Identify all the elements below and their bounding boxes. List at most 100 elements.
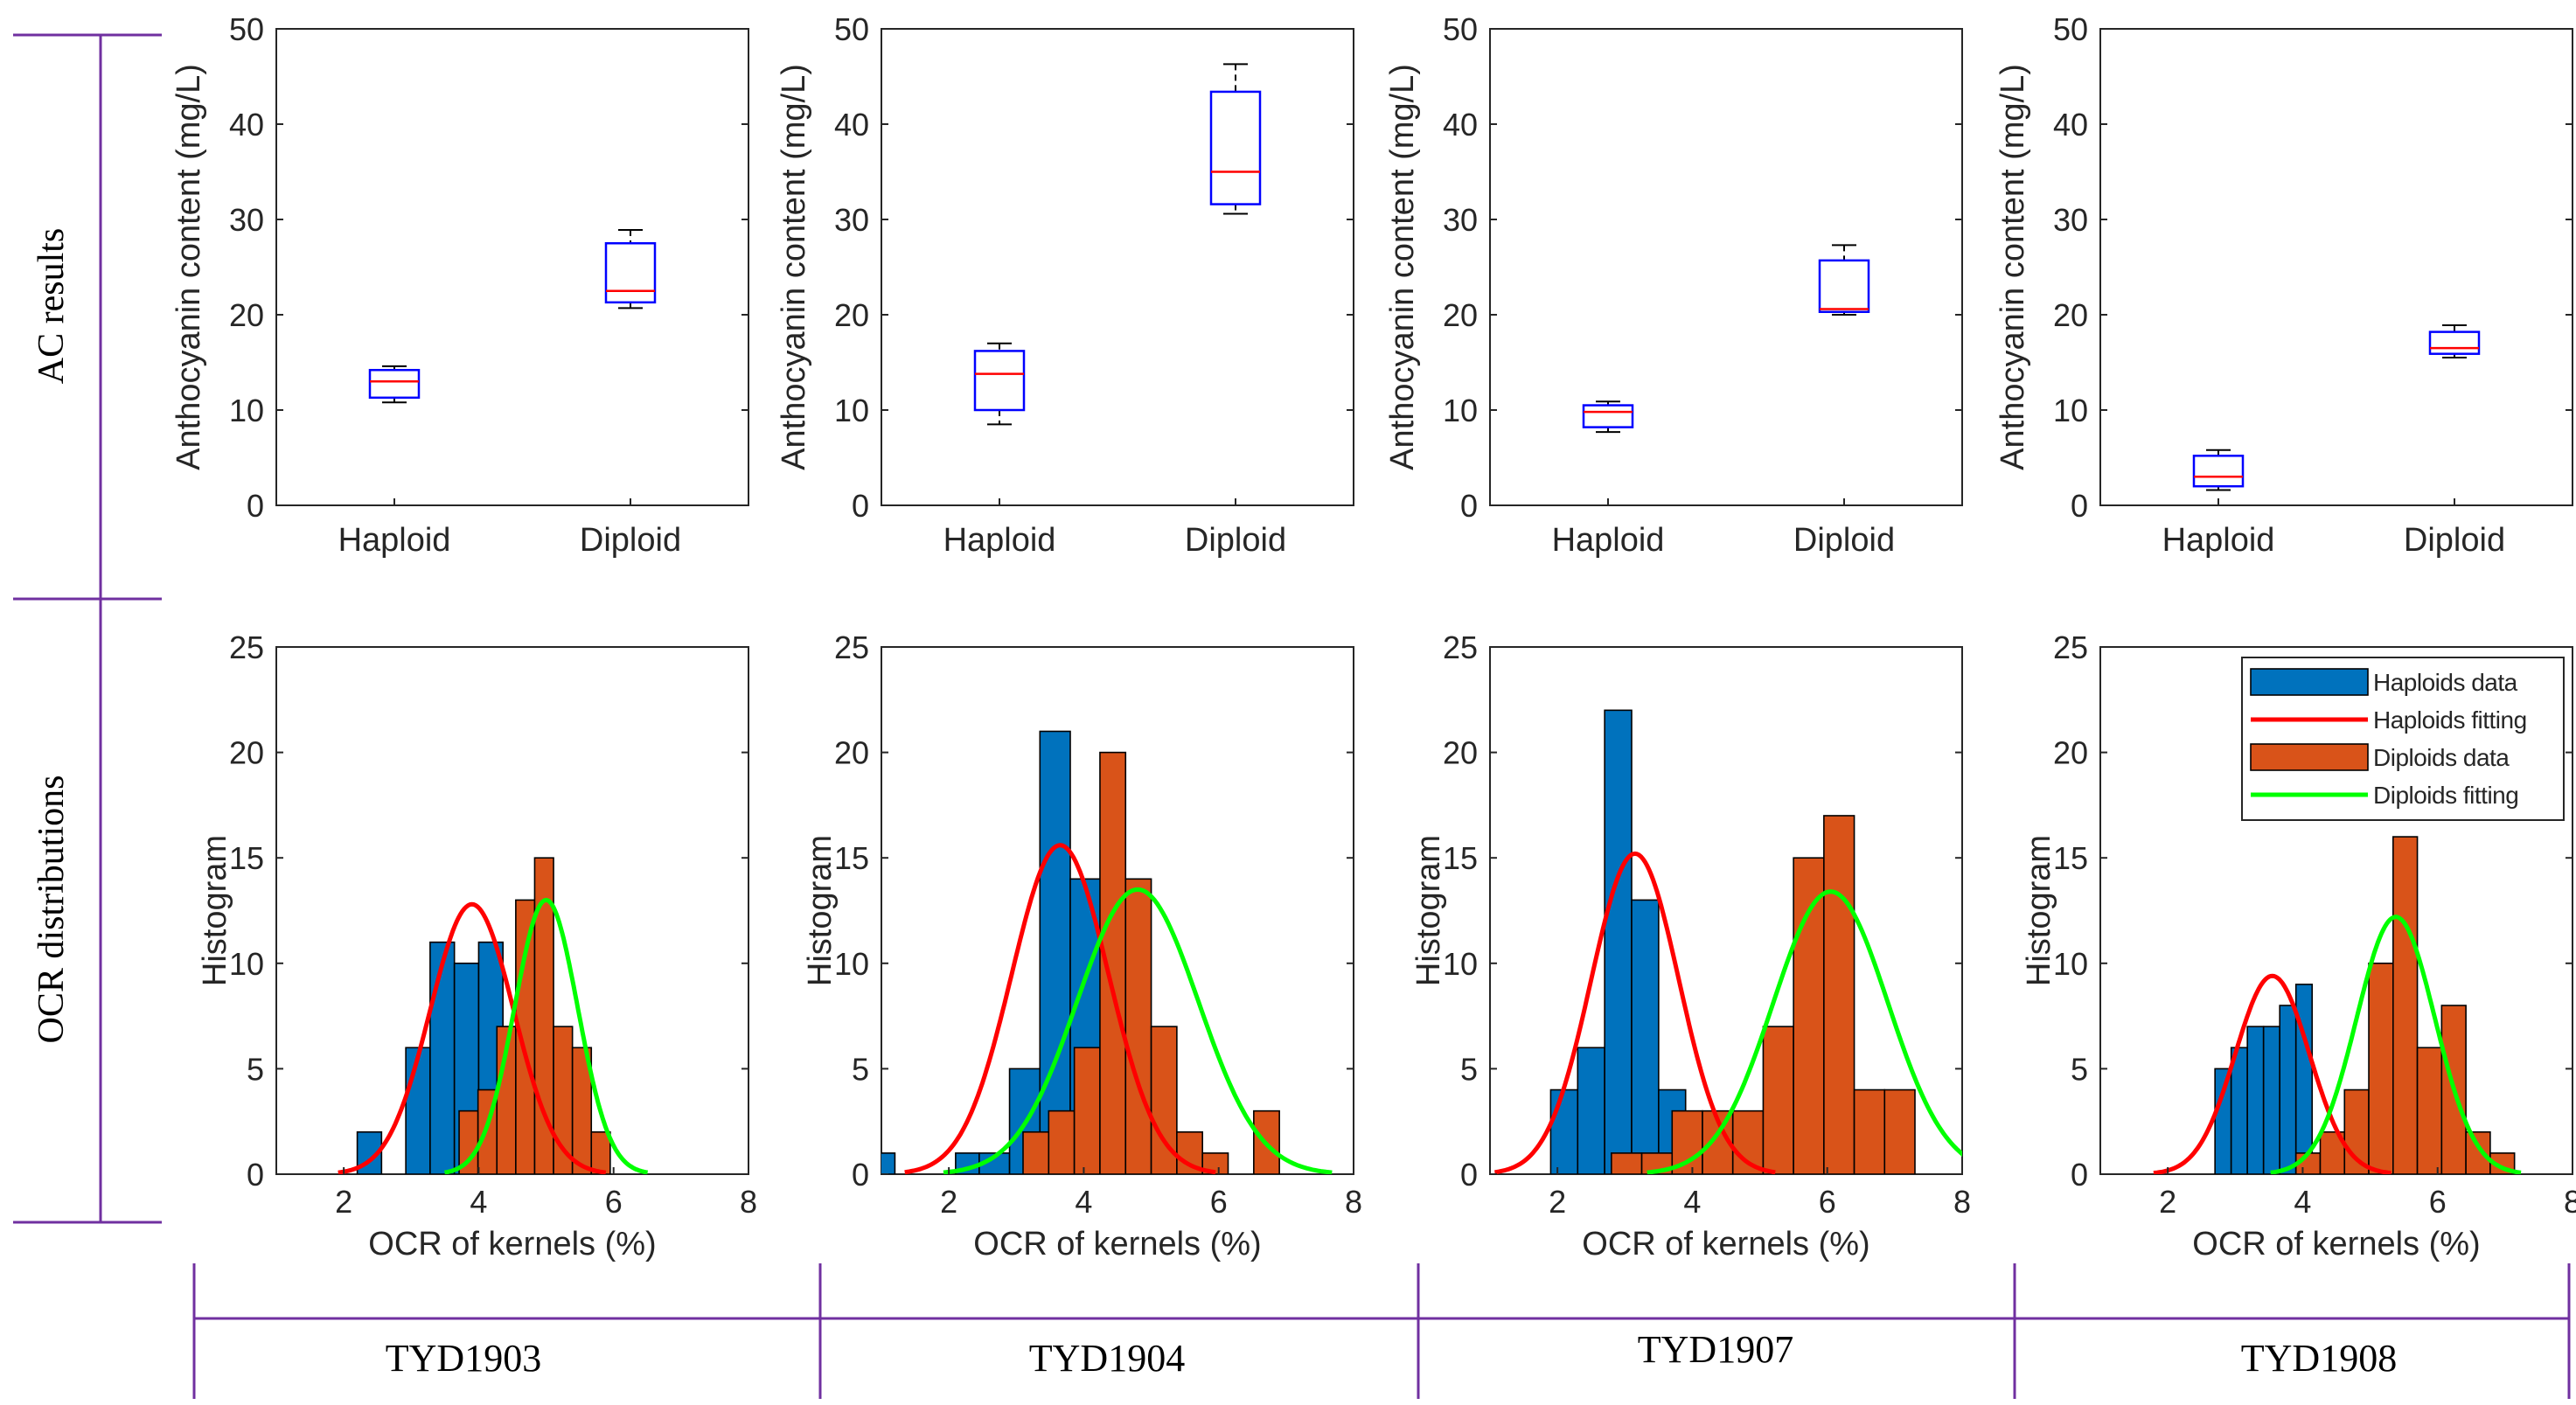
y-axis-label: Histogram: [802, 835, 839, 986]
x-tick-label: Diploid: [1793, 522, 1895, 559]
plot-content: [881, 730, 1333, 1174]
fit-curve-haploids: [1494, 851, 1776, 1174]
histogram-bar: [1039, 730, 1071, 1174]
plot-content: [338, 857, 649, 1174]
y-tick-label: 15: [834, 840, 869, 876]
y-axis-label: Histogram: [2021, 835, 2057, 986]
x-tick-label: 4: [2294, 1184, 2311, 1220]
group-labels: TYD1903 TYD1904 TYD1907 TYD1908: [386, 1328, 2397, 1380]
y-tick-label: 20: [2053, 735, 2088, 771]
histogram-bar: [1793, 857, 1825, 1174]
x-axis-label: OCR of kernels (%): [1582, 1226, 1869, 1262]
histogram-bar: [590, 1130, 611, 1174]
y-tick-label: 10: [229, 946, 264, 982]
boxplot-tyd1908: 0 10 20 30 40 50 Anthocyanin content (mg/L) Hap…: [1995, 11, 2573, 559]
box-diploid: [604, 228, 657, 310]
box-haploid: [368, 365, 421, 404]
x-tick-label: 6: [605, 1184, 623, 1220]
y-tick-label: 10: [2053, 393, 2088, 428]
box-iqr: [1582, 404, 1634, 428]
x-tick-label: 4: [1075, 1184, 1092, 1220]
x-tick-label: 2: [335, 1184, 352, 1220]
histogram-bar: [1823, 815, 1855, 1174]
group-label-tyd1908: TYD1908: [2241, 1337, 2397, 1380]
box-iqr: [368, 368, 421, 400]
y-tick-label: 20: [229, 735, 264, 771]
plot-area: [1489, 646, 1963, 1175]
histogram-bar: [1577, 1047, 1605, 1174]
y-tick-label: 50: [1443, 11, 1478, 47]
box-iqr: [2428, 330, 2481, 355]
histogram-tyd1907: 0 5 10 15 20 25 2 4 6 8 OCR of kernels (%) Histogra…: [1410, 629, 1971, 1262]
histogram-bar: [1604, 709, 1633, 1174]
plot-area: [2099, 28, 2573, 506]
histogram-bar: [1022, 1130, 1050, 1174]
y-tick-label: 30: [834, 202, 869, 238]
group-label-tyd1903: TYD1903: [386, 1337, 541, 1380]
histogram-bar: [1631, 899, 1660, 1174]
x-tick-label: 8: [2564, 1184, 2576, 1220]
legend-swatch: [2250, 668, 2369, 696]
plot-area: [1489, 28, 1963, 506]
group-label-tyd1904: TYD1904: [1029, 1337, 1185, 1380]
y-tick-label: 0: [2071, 488, 2088, 524]
x-tick-label: 4: [1683, 1184, 1701, 1220]
plot-content: [2153, 836, 2522, 1174]
x-tick-label: Diploid: [2404, 522, 2505, 559]
histogram-bar: [2392, 836, 2419, 1174]
box-diploid: [1209, 63, 1262, 215]
x-tick-label: 2: [940, 1184, 957, 1220]
y-tick-label: 25: [2053, 629, 2088, 665]
y-axis-label: Anthocyanin content (mg/L): [1384, 64, 1421, 470]
y-tick-label: 25: [834, 629, 869, 665]
y-tick-label: 50: [834, 11, 869, 47]
fit-curve-diploids: [2270, 915, 2522, 1174]
y-tick-label: 40: [1443, 107, 1478, 143]
box-haploid: [1582, 400, 1634, 434]
legend-entry-label: Diploids data: [2373, 744, 2510, 771]
group-label-tyd1907: TYD1907: [1638, 1328, 1793, 1371]
y-tick-label: 25: [1443, 629, 1478, 665]
y-tick-label: 0: [1460, 488, 1478, 524]
x-tick-label: 2: [1549, 1184, 1566, 1220]
x-axis-label: OCR of kernels (%): [368, 1226, 656, 1262]
fit-curve-diploids: [444, 897, 649, 1174]
y-tick-label: 10: [2053, 946, 2088, 982]
x-tick-label: Diploid: [580, 522, 681, 559]
x-tick-label: 6: [2429, 1184, 2447, 1220]
box-iqr: [604, 242, 657, 304]
histogram-bar: [2262, 1026, 2281, 1174]
histogram-bar: [2246, 1026, 2265, 1174]
y-tick-label: 15: [1443, 840, 1478, 876]
histogram-bar: [1762, 1026, 1794, 1174]
legend-swatch: [2250, 743, 2369, 771]
histogram-bar: [1549, 1089, 1579, 1174]
x-tick-label: Haploid: [2162, 522, 2275, 559]
histogram-tyd1903: 0 5 10 15 20 25 2 4 6 8 OCR of kernels (%) Histogra…: [197, 629, 757, 1262]
histogram-bar: [881, 1152, 896, 1174]
x-axis-label: OCR of kernels (%): [2192, 1226, 2480, 1262]
y-tick-label: 10: [229, 393, 264, 428]
histogram-bar: [405, 1047, 431, 1174]
histogram-bar: [2214, 1068, 2232, 1174]
bar-series-diploids: [2294, 836, 2516, 1174]
y-tick-label: 15: [229, 840, 264, 876]
x-tick-label: 6: [1819, 1184, 1836, 1220]
frame-lines: [13, 33, 2571, 1399]
y-tick-label: 5: [852, 1051, 869, 1087]
histogram-bar: [1124, 878, 1152, 1174]
histogram-bar: [1883, 1089, 1916, 1174]
row-label-ac-results: AC results: [31, 228, 72, 385]
y-axis-label: Anthocyanin content (mg/L): [171, 64, 207, 470]
x-tick-label: 8: [1345, 1184, 1362, 1220]
histogram-bar: [2465, 1130, 2491, 1174]
histogram-bar: [1611, 1152, 1643, 1174]
y-tick-label: 20: [229, 297, 264, 333]
y-axis-label: Anthocyanin content (mg/L): [776, 64, 812, 470]
y-axis-label: Histogram: [197, 835, 233, 986]
histogram-bar: [2294, 984, 2314, 1174]
y-axis-label: Histogram: [1410, 835, 1447, 986]
y-tick-label: 5: [2071, 1051, 2088, 1087]
box-diploid: [2428, 323, 2481, 359]
